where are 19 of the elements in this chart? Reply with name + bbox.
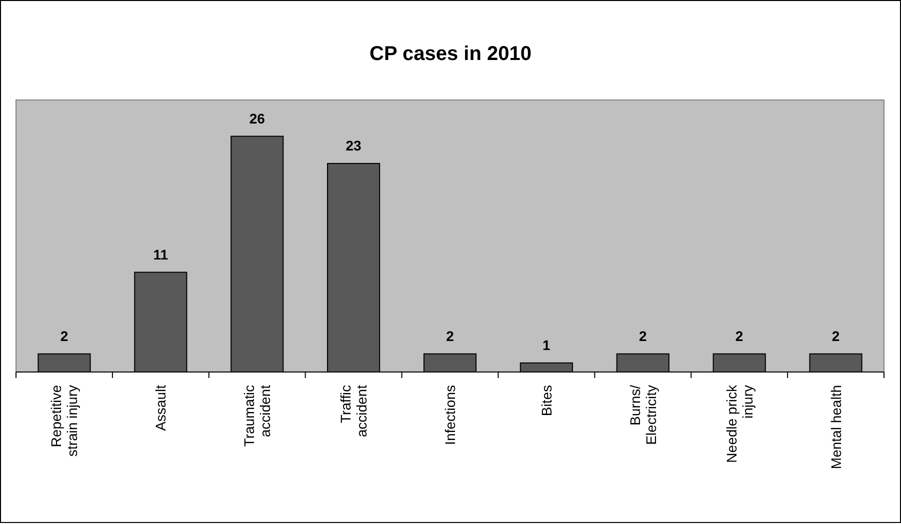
x-tick-label: Traumatic accident [241, 384, 274, 447]
x-tick-label: Needle prick injury [723, 384, 756, 463]
x-tick-label: Traffic accident [338, 384, 370, 438]
x-tick-label: Bites [538, 385, 554, 416]
data-label: 2 [446, 328, 454, 344]
x-tick-label: Infections [442, 385, 458, 445]
x-tick-label: Mental health [828, 385, 844, 470]
data-label: 23 [346, 137, 362, 154]
data-label: 1 [542, 336, 551, 353]
x-tick-label: Repetitive strain injury [48, 384, 80, 457]
x-tick-label: Assault [152, 384, 169, 431]
data-label: 2 [638, 328, 647, 344]
chart-title: CP cases in 2010 [370, 43, 532, 65]
data-label: 2 [832, 328, 840, 344]
data-label: 11 [153, 246, 168, 262]
data-label: 2 [735, 328, 744, 344]
data-label: 2 [60, 328, 68, 344]
data-label: 26 [249, 110, 266, 126]
x-tick-label: Burns/ Electricity [626, 384, 659, 445]
